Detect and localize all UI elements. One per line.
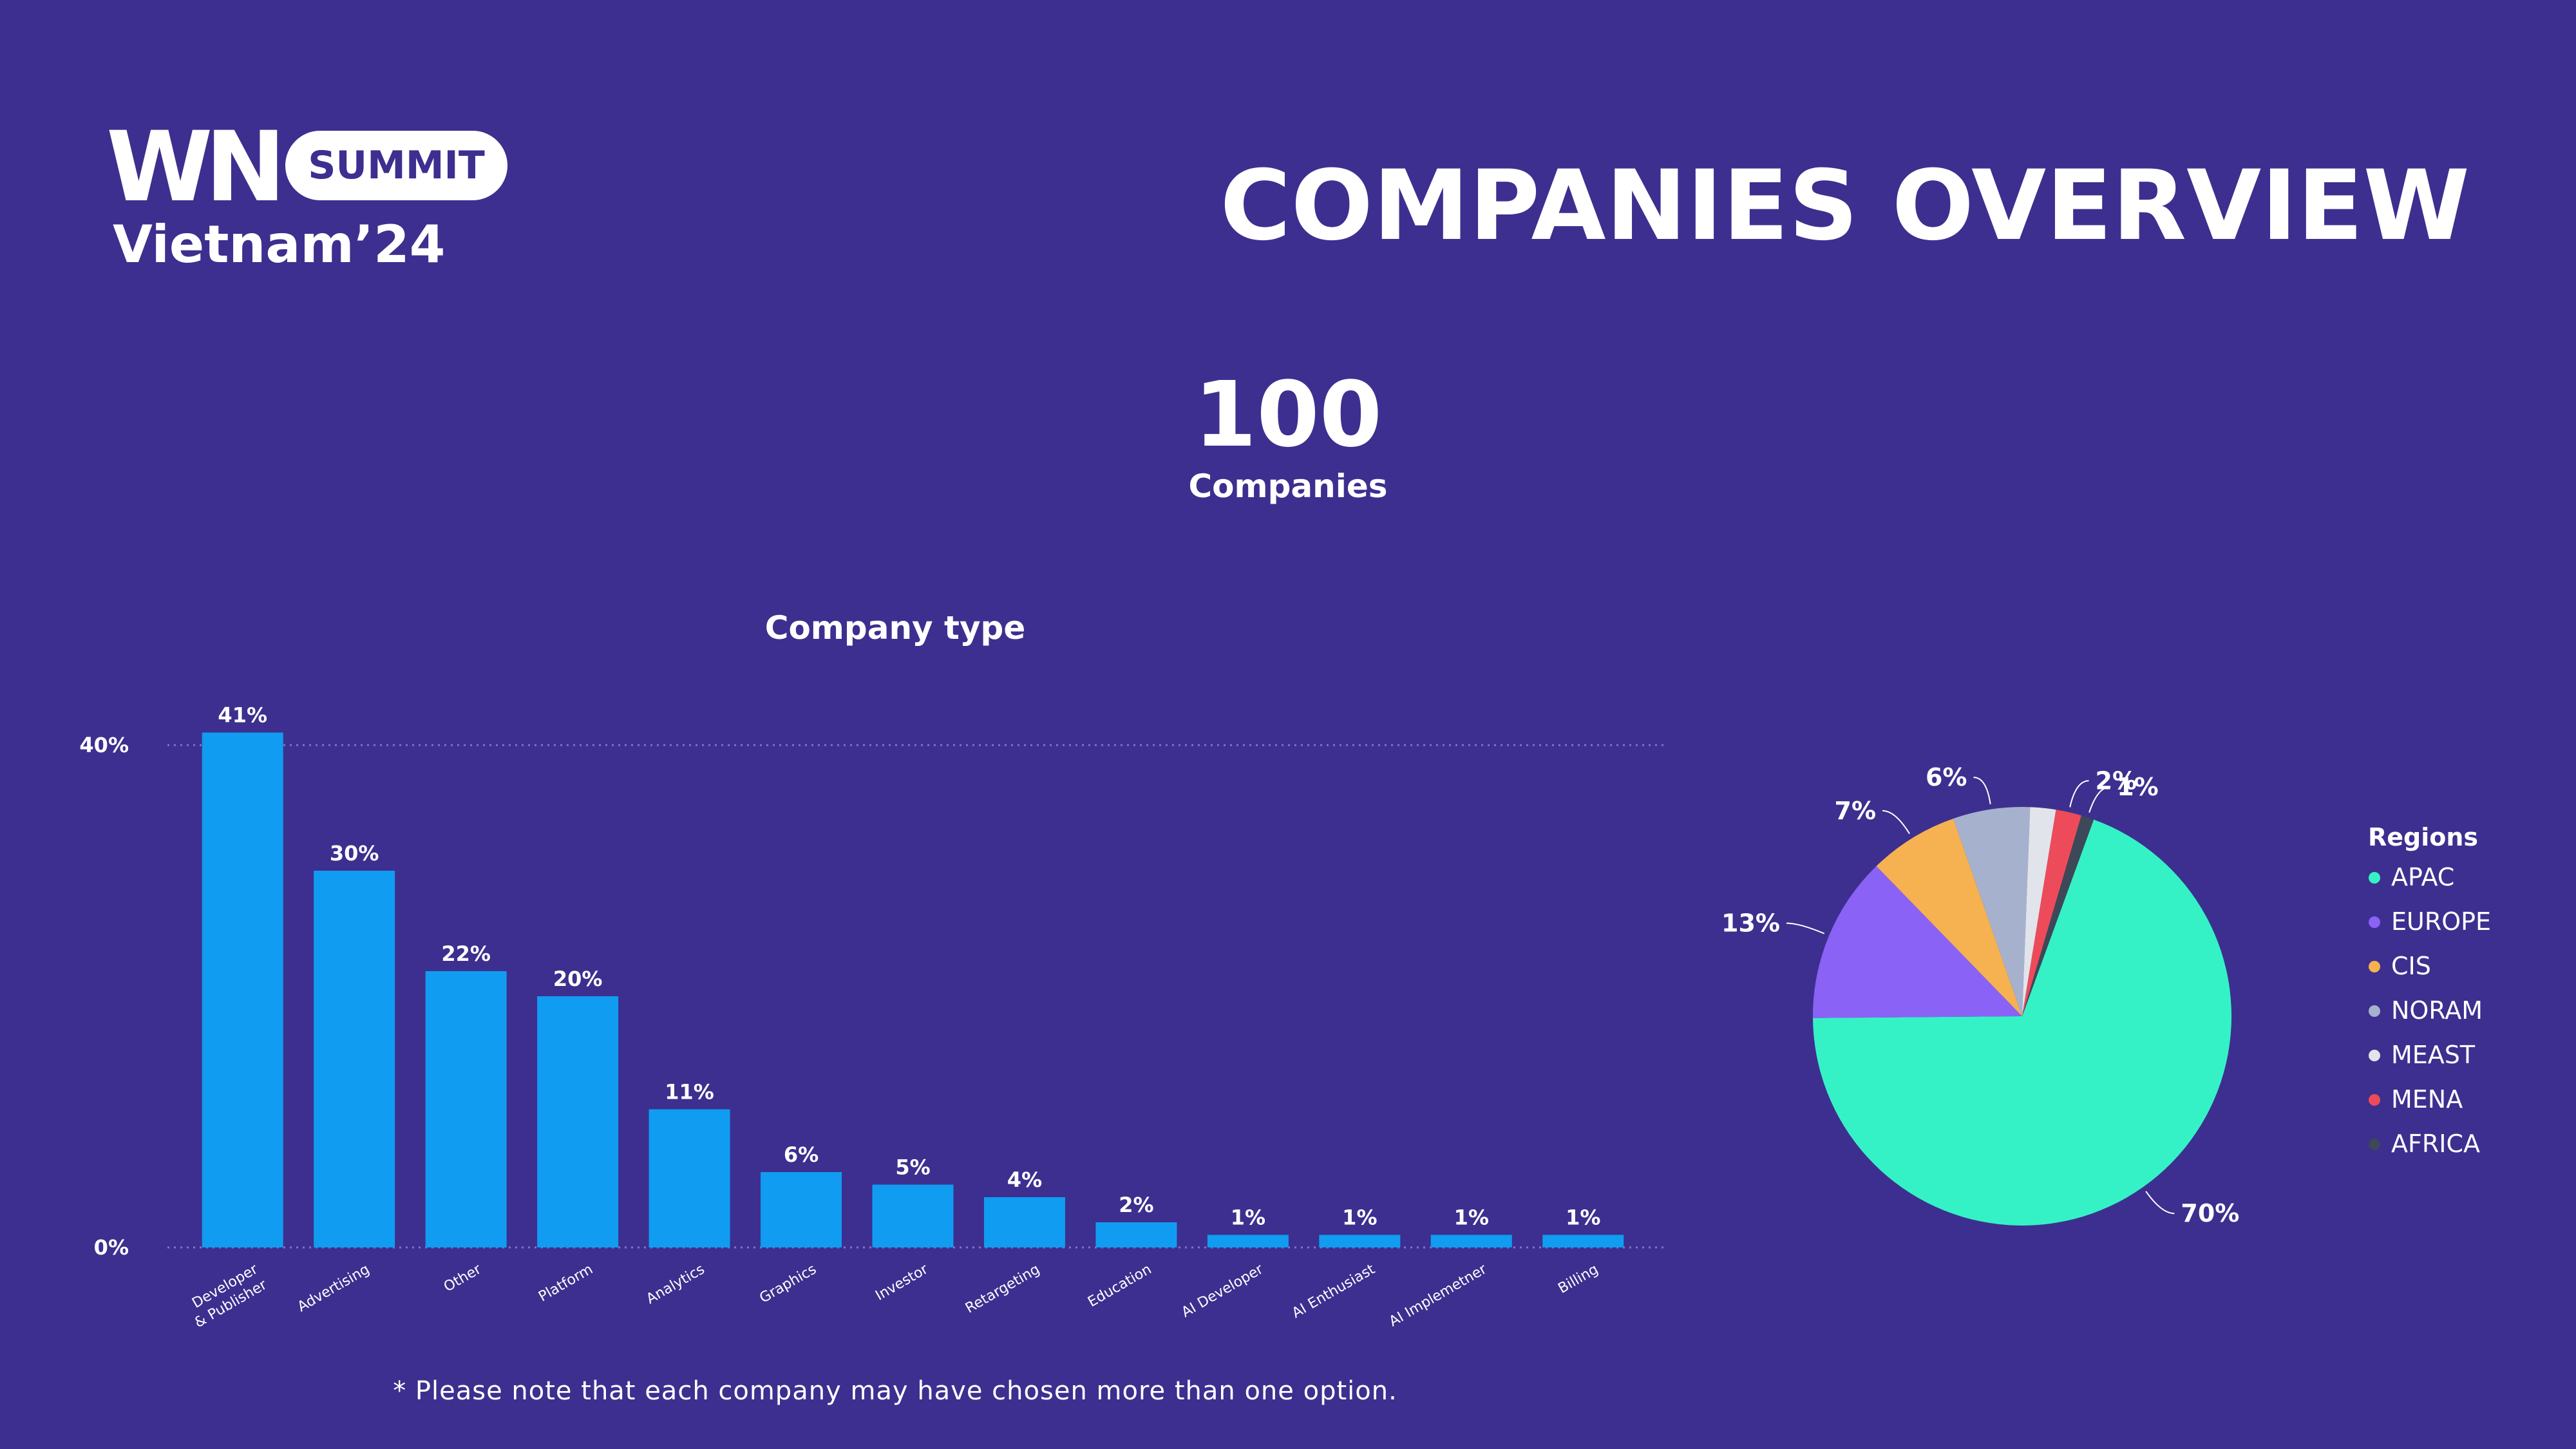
y-tick-label: 40% [79, 733, 129, 757]
pie-leader-line [1786, 922, 1825, 934]
legend-swatch [2369, 872, 2380, 884]
pie-value-label: 7% [1835, 797, 1877, 825]
bar [425, 971, 507, 1247]
y-tick-label: 0% [94, 1235, 129, 1260]
pie-chart: 70%13%7%6% 2%1% [1721, 763, 2239, 1227]
pie-value-label: 13% [1721, 909, 1780, 937]
category-label: Advertising [295, 1262, 372, 1316]
pie-slice [2022, 815, 2094, 1016]
legend-label: APAC [2391, 863, 2454, 891]
category-label: Analytics [644, 1262, 708, 1308]
bar-chart: 0% 40% 41% Developer& Publisher 30% Advertisi… [79, 703, 1665, 1331]
pie-leader-line [2088, 786, 2111, 813]
category-label: Investor [873, 1261, 931, 1304]
category-label: Developer& Publisher [183, 1261, 270, 1331]
pie-legend: Regions APAC EUROPE CIS NORAM MEAST MENA AFRICA [2368, 823, 2491, 1158]
legend-title: Regions [2368, 823, 2478, 851]
bar-value-label: 5% [895, 1155, 930, 1180]
bar-value-label: 41% [218, 703, 267, 728]
category-label: AI Implemetner [1387, 1261, 1490, 1330]
bar [649, 1109, 730, 1247]
bar [1319, 1235, 1401, 1247]
legend-swatch [2369, 1139, 2380, 1150]
legend-swatch [2369, 1005, 2380, 1017]
legend-label: MEAST [2391, 1041, 2476, 1069]
bar-value-label: 22% [441, 942, 491, 966]
footnote: * Please note that each company may have… [393, 1376, 1397, 1406]
bar-value-label: 1% [1231, 1206, 1265, 1230]
bar [1207, 1235, 1289, 1247]
category-label: Other [441, 1261, 484, 1295]
bar-value-label: 11% [665, 1080, 714, 1104]
legend-label: NORAM [2391, 996, 2483, 1025]
pie-slice [2022, 810, 2081, 1016]
event-logo: WN SUMMIT Vietnam’24 [106, 111, 518, 280]
legend-swatch [2369, 1094, 2380, 1106]
pie-leader-line [1973, 777, 1991, 804]
bar-value-label: 1% [1454, 1206, 1489, 1230]
bar-value-label: 2% [1119, 1193, 1153, 1217]
total-companies-value: 100 [1193, 363, 1383, 468]
pie-slice [2022, 807, 2056, 1016]
bar-value-label: 1% [1566, 1206, 1600, 1230]
bar [983, 1197, 1065, 1247]
bar [537, 996, 619, 1247]
legend-swatch [2369, 1050, 2380, 1061]
bar-value-label: 4% [1007, 1168, 1042, 1192]
logo-subtitle: Vietnam’24 [113, 214, 446, 274]
total-companies-label: Companies [1188, 468, 1388, 505]
category-label: Education [1085, 1262, 1154, 1311]
legend-swatch [2369, 961, 2380, 972]
category-label: Retargeting [963, 1262, 1043, 1317]
pie-value-label: 6% [1926, 763, 1967, 791]
pie-slice [1953, 807, 2031, 1016]
category-label: AI Enthusiast [1289, 1261, 1378, 1321]
bar-value-label: 6% [784, 1142, 819, 1167]
legend-label: EUROPE [2391, 907, 2491, 936]
category-label: Billing [1555, 1262, 1601, 1297]
legend-label: AFRICA [2391, 1130, 2480, 1158]
category-label: Platform [536, 1262, 596, 1305]
bar [1430, 1235, 1512, 1247]
bar [202, 732, 283, 1247]
legend-label: MENA [2391, 1085, 2463, 1113]
pie-value-label: 1% [2117, 773, 2159, 801]
legend-swatch [2369, 916, 2380, 928]
bar-chart-title: Company type [764, 609, 1026, 647]
bar [761, 1172, 842, 1247]
pie-slice [1813, 819, 2231, 1226]
category-label: AI Developer [1179, 1261, 1267, 1321]
pie-value-label: 70% [2181, 1199, 2239, 1227]
bar-value-label: 30% [330, 841, 379, 866]
page-title: COMPANIES OVERVIEW [1220, 150, 2470, 262]
pie-leader-line [1882, 810, 1910, 835]
bar [1095, 1222, 1177, 1247]
bar [1542, 1235, 1624, 1247]
bar-value-label: 1% [1342, 1206, 1377, 1230]
pie-slice [1813, 866, 2022, 1018]
pie-leader-line [2069, 780, 2089, 808]
bar-value-label: 20% [553, 967, 603, 991]
legend-label: CIS [2391, 952, 2431, 980]
pie-leader-line [2145, 1191, 2175, 1215]
bar [314, 871, 395, 1247]
category-label: Graphics [757, 1262, 819, 1307]
logo-badge: SUMMIT [285, 131, 507, 200]
bar [872, 1184, 954, 1247]
logo-wordmark: WN [106, 111, 286, 223]
pie-slice [1876, 819, 2022, 1016]
